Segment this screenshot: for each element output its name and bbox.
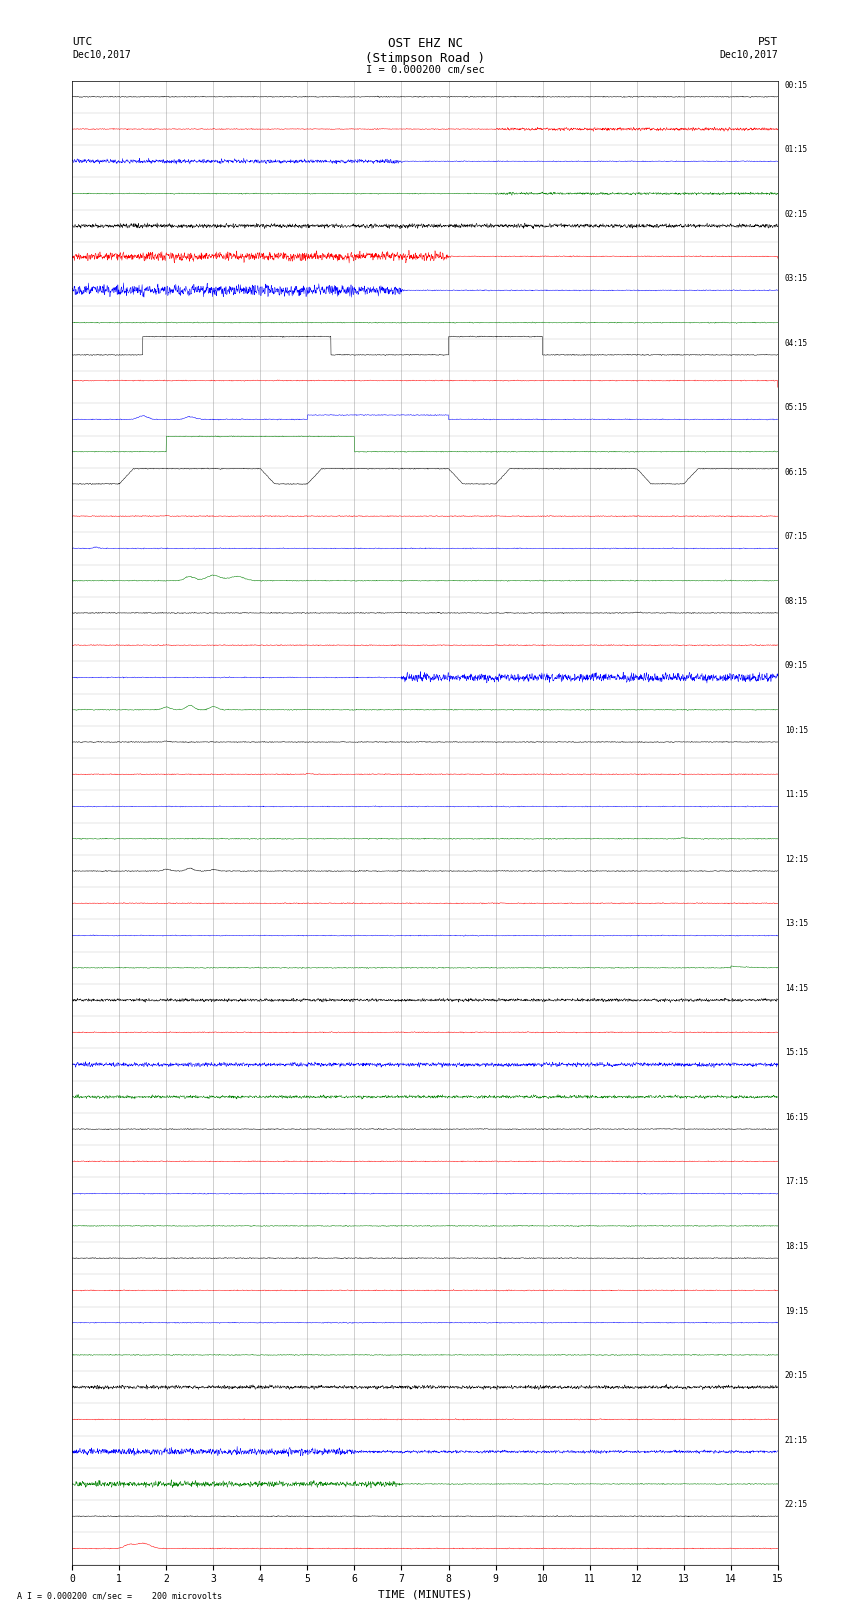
Text: PST: PST xyxy=(757,37,778,47)
Text: 12:15: 12:15 xyxy=(785,855,808,865)
Text: UTC: UTC xyxy=(72,37,93,47)
Text: 02:15: 02:15 xyxy=(785,210,808,219)
Text: 15:15: 15:15 xyxy=(785,1048,808,1058)
Text: 14:15: 14:15 xyxy=(785,984,808,994)
Text: Dec10,2017: Dec10,2017 xyxy=(719,50,778,60)
Text: 13:15: 13:15 xyxy=(785,919,808,929)
Text: 10:15: 10:15 xyxy=(785,726,808,736)
Text: 06:15: 06:15 xyxy=(785,468,808,477)
X-axis label: TIME (MINUTES): TIME (MINUTES) xyxy=(377,1590,473,1600)
Text: Dec10,2017: Dec10,2017 xyxy=(72,50,131,60)
Text: (Stimpson Road ): (Stimpson Road ) xyxy=(365,52,485,65)
Text: 00:15: 00:15 xyxy=(785,81,808,90)
Text: A I = 0.000200 cm/sec =    200 microvolts: A I = 0.000200 cm/sec = 200 microvolts xyxy=(17,1590,222,1600)
Text: I = 0.000200 cm/sec: I = 0.000200 cm/sec xyxy=(366,65,484,74)
Text: 19:15: 19:15 xyxy=(785,1307,808,1316)
Text: 04:15: 04:15 xyxy=(785,339,808,348)
Text: 16:15: 16:15 xyxy=(785,1113,808,1123)
Text: 03:15: 03:15 xyxy=(785,274,808,284)
Text: 17:15: 17:15 xyxy=(785,1177,808,1187)
Text: OST EHZ NC: OST EHZ NC xyxy=(388,37,462,50)
Text: 18:15: 18:15 xyxy=(785,1242,808,1252)
Text: 07:15: 07:15 xyxy=(785,532,808,542)
Text: 08:15: 08:15 xyxy=(785,597,808,606)
Text: 11:15: 11:15 xyxy=(785,790,808,800)
Text: 01:15: 01:15 xyxy=(785,145,808,155)
Text: 05:15: 05:15 xyxy=(785,403,808,413)
Text: 09:15: 09:15 xyxy=(785,661,808,671)
Text: 22:15: 22:15 xyxy=(785,1500,808,1510)
Text: 21:15: 21:15 xyxy=(785,1436,808,1445)
Text: 20:15: 20:15 xyxy=(785,1371,808,1381)
